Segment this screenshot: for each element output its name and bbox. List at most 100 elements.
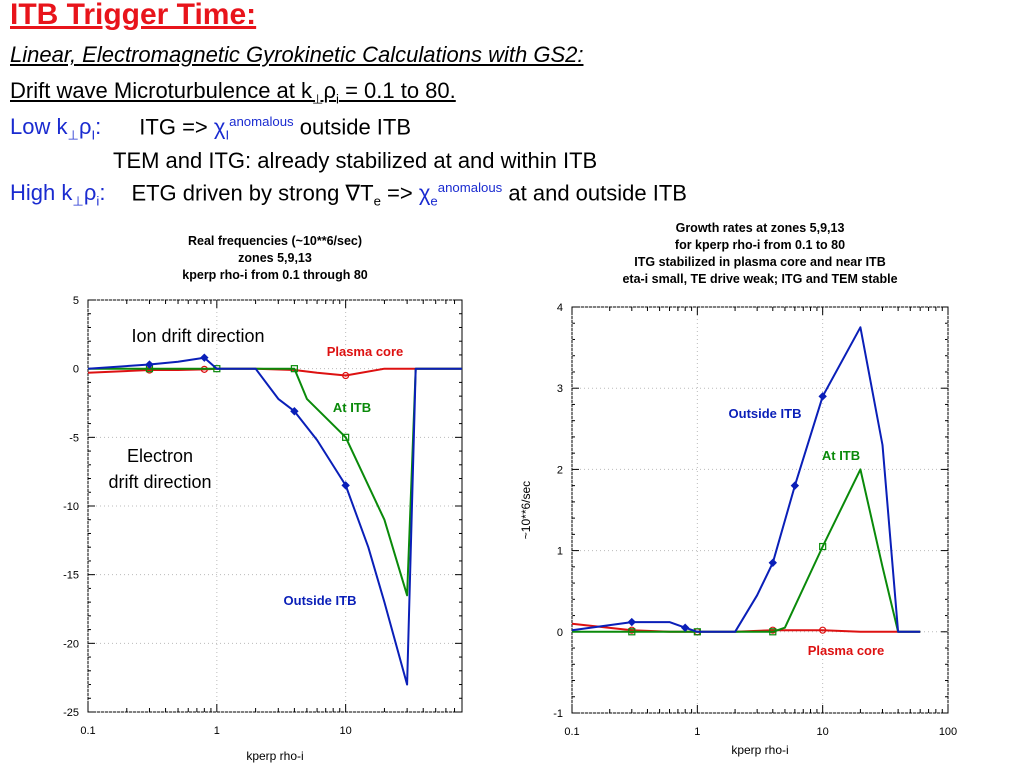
series-line-plasma-core <box>87 367 462 377</box>
chart-title-line: Real frequencies (~10**6/sec) <box>188 234 362 248</box>
series-label: Outside ITB <box>729 406 802 421</box>
y-tick-label: -10 <box>63 501 79 513</box>
chart-title-line: eta-i small, TE drive weak; ITG and TEM … <box>622 272 897 286</box>
y-tick-label: -25 <box>63 707 79 719</box>
data-point <box>680 623 690 632</box>
high-k-label: High k⊥ρi: <box>10 180 106 208</box>
series-line-outside-itb <box>87 356 462 686</box>
chart-title-line: ITG stabilized in plasma core and near I… <box>634 255 885 269</box>
chart-title-line: Growth rates at zones 5,9,13 <box>676 221 845 235</box>
subtitle-line-2: Drift wave Microturbulence at k⊥ρi = 0.1… <box>10 78 456 107</box>
high-chi-sup: anomalous <box>437 180 503 195</box>
high-k-colon: : <box>99 180 106 206</box>
low-chi-sup: anomalous <box>229 114 294 129</box>
y-tick-label: 1 <box>557 546 563 558</box>
plot-frame <box>571 306 949 714</box>
chart-title-line: for kperp rho-i from 0.1 to 80 <box>675 238 845 252</box>
subtitle2-perp: ⊥ <box>312 91 324 107</box>
x-tick-label: 10 <box>340 725 352 737</box>
high-k-sub: i <box>96 193 100 209</box>
y-tick-label: -20 <box>63 638 79 650</box>
drift-direction-annotation: drift direction <box>108 472 211 492</box>
data-point <box>200 353 209 362</box>
low-itg-text: ITG => <box>139 114 214 140</box>
series-label: Plasma core <box>808 643 885 658</box>
x-tick-label: 0.1 <box>564 726 579 738</box>
data-point <box>145 360 154 369</box>
ion-drift-annotation: Ion drift direction <box>131 326 264 346</box>
low-k-sub: I <box>91 127 96 143</box>
data-point <box>819 542 827 551</box>
x-tick-label: 1 <box>694 726 700 738</box>
chart-title-line: zones 5,9,13 <box>238 251 312 265</box>
high-nabla: ∇ <box>345 180 361 206</box>
tem-line: TEM and ITG: already stabilized at and w… <box>113 148 598 173</box>
y-tick-label: 2 <box>557 464 563 476</box>
series-label: At ITB <box>333 400 371 415</box>
y-axis-label: ~10**6/sec <box>519 481 533 539</box>
low-k-perp: ⊥ <box>67 127 79 143</box>
subtitle2-rho: ρ <box>323 78 337 103</box>
data-point <box>342 433 350 441</box>
y-tick-label: 4 <box>557 302 563 314</box>
y-tick-label: 5 <box>73 295 79 307</box>
high-T-sub: e <box>373 193 381 209</box>
subtitle2-pre: Drift wave Microturbulence at k <box>10 78 312 103</box>
high-k-rho: ρ <box>83 180 97 206</box>
x-axis-label: kperp rho-i <box>731 743 788 757</box>
high-k-perp: ⊥ <box>72 193 84 209</box>
low-chi: χ <box>213 114 226 140</box>
low-chi-sub: I <box>225 127 230 143</box>
x-tick-label: 0.1 <box>80 725 95 737</box>
electron-annotation: Electron <box>127 446 193 466</box>
low-k-label: Low k⊥ρI: <box>10 114 102 142</box>
series-line-outside-itb <box>571 326 921 633</box>
data-point <box>819 626 827 634</box>
x-tick-label: 100 <box>939 726 957 738</box>
low-k-rho: ρ <box>78 114 92 140</box>
series-line-plasma-core <box>571 622 921 633</box>
y-tick-label: -1 <box>553 708 563 720</box>
chart-title-line: kperp rho-i from 0.1 through 80 <box>182 268 367 282</box>
x-tick-label: 10 <box>817 726 829 738</box>
data-point <box>627 617 637 627</box>
high-chi: χ <box>418 180 431 206</box>
data-point <box>341 481 350 490</box>
series-label: Outside ITB <box>284 593 357 608</box>
high-etg-text: ETG driven by strong <box>131 180 346 206</box>
low-k-text: Low k <box>10 114 68 140</box>
series-line-at-itb <box>572 468 921 633</box>
data-point <box>790 481 800 490</box>
high-k-text: High k <box>10 180 73 206</box>
high-arrow: => <box>380 180 419 206</box>
low-outside-text: outside ITB <box>293 114 412 140</box>
data-point <box>769 628 777 636</box>
low-k-colon: : <box>95 114 102 140</box>
data-point <box>628 628 636 636</box>
chart-2: Growth rates at zones 5,9,13 for kperp rh… <box>519 221 957 757</box>
subtitle2-post: = 0.1 to 80. <box>338 78 456 103</box>
x-axis-label: kperp rho-i <box>246 749 303 763</box>
data-point <box>290 365 298 373</box>
high-k-line: High k⊥ρi: ETG driven by strong ∇Te => χe… <box>10 180 687 210</box>
series-label: Plasma core <box>327 344 404 359</box>
high-T: T <box>360 180 374 206</box>
subtitle2-i: i <box>336 91 339 107</box>
data-point <box>290 407 299 416</box>
series-label: At ITB <box>822 448 860 463</box>
slide-title: ITB Trigger Time: <box>10 0 257 31</box>
chart-1: Real frequencies (~10**6/sec) zones 5,9,1… <box>63 234 463 763</box>
data-point <box>342 371 350 380</box>
y-tick-label: 3 <box>557 383 563 395</box>
data-point <box>768 558 777 567</box>
low-k-line: Low k⊥ρI: ITG => χIanomalous outside ITB <box>10 114 411 144</box>
data-point <box>818 392 827 401</box>
y-tick-label: -5 <box>69 432 79 444</box>
y-tick-label: -15 <box>63 570 79 582</box>
subtitle-line-1: Linear, Electromagnetic Gyrokinetic Calc… <box>10 42 584 67</box>
y-tick-label: 0 <box>73 364 79 376</box>
x-tick-label: 1 <box>214 725 220 737</box>
high-chi-sub: e <box>430 193 438 209</box>
y-tick-label: 0 <box>557 627 563 639</box>
